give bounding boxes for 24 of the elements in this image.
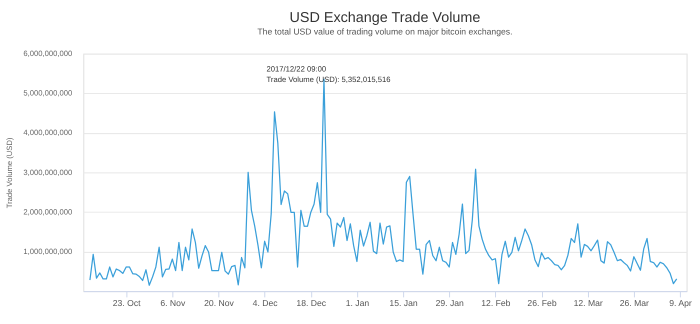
chart-title: USD Exchange Trade Volume <box>290 10 480 26</box>
y-tick-label: 1,000,000,000 <box>23 246 72 256</box>
x-tick-label: 18. Dec <box>296 298 327 308</box>
x-tick-label: 20. Nov <box>204 298 234 308</box>
y-axis-title: Trade Volume (USD) <box>4 137 14 208</box>
x-tick-label: 15. Jan <box>389 298 418 308</box>
x-tick-label: 6. Nov <box>160 298 186 308</box>
x-tick-label: 29. Jan <box>436 298 464 308</box>
x-tick-label: 23. Oct <box>112 298 142 308</box>
y-tick-label: 3,000,000,000 <box>23 168 72 177</box>
y-tick-label: 5,000,000,000 <box>23 88 72 98</box>
x-tick-label: 9. Apr <box>669 298 692 308</box>
x-tick-label: 4. Dec <box>252 298 278 308</box>
x-tick-label: 12. Mar <box>574 298 603 308</box>
x-tick-label: 26. Feb <box>527 298 557 308</box>
y-tick-label: 2,000,000,000 <box>23 207 72 216</box>
x-tick-label: 1. Jan <box>346 298 370 308</box>
x-tick-label: 12. Feb <box>481 298 511 308</box>
chart-subtitle: The total USD value of trading volume on major bitcoin exchanges. <box>257 26 512 37</box>
y-tick-label: 6,000,000,000 <box>23 49 72 58</box>
x-tick-label: 26. Mar <box>620 298 650 308</box>
y-tick-label: 4,000,000,000 <box>23 128 72 138</box>
annotation: 2017/12/22 09:00 Trade Volume (USD): 5,352,015,516 <box>266 64 391 84</box>
line-series <box>89 78 678 286</box>
